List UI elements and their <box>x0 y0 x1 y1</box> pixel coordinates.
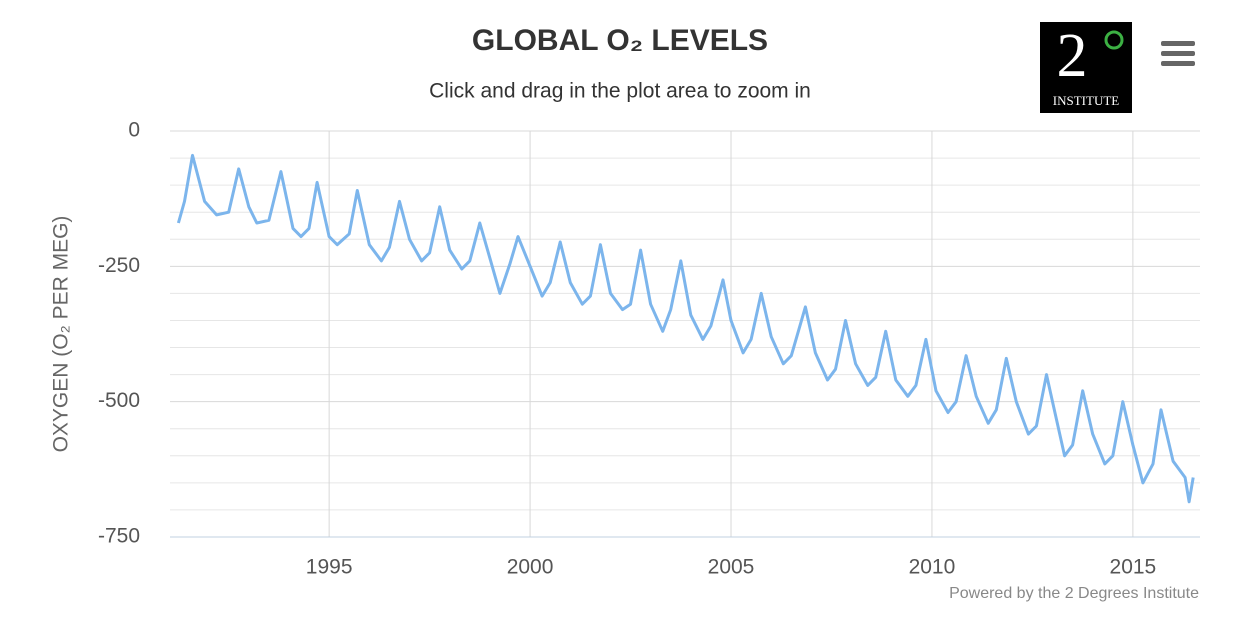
logo-degree <box>1104 30 1124 50</box>
chart-subtitle: Click and drag in the plot area to zoom … <box>429 80 811 103</box>
menu-bar <box>1161 61 1195 66</box>
credits: Powered by the 2 Degrees Institute <box>949 585 1199 602</box>
logo-background <box>1040 22 1132 113</box>
chart-title: GLOBAL O₂ LEVELS <box>472 24 768 57</box>
x-tick-label: 2015 <box>1110 556 1157 579</box>
x-tick-label: 1995 <box>306 556 353 579</box>
menu-button[interactable] <box>1158 38 1198 70</box>
menu-bar <box>1161 51 1195 56</box>
menu-bar <box>1161 41 1195 46</box>
y-tick-label: 0 <box>128 119 140 142</box>
y-tick-label: -750 <box>98 525 140 548</box>
logo-caption: INSTITUTE <box>1053 93 1119 108</box>
x-tick-label: 2010 <box>909 556 956 579</box>
logo-numeral: 2 <box>1057 22 1088 90</box>
data-line <box>176 153 1195 504</box>
x-tick-label: 2005 <box>708 556 755 579</box>
x-tick-label: 2000 <box>507 556 554 579</box>
y-axis-title: OXYGEN (O₂ PER MEG) <box>50 216 73 453</box>
y-tick-label: -250 <box>98 254 140 277</box>
logo: 2 INSTITUTE <box>1040 22 1132 113</box>
y-tick-label: -500 <box>98 389 140 412</box>
